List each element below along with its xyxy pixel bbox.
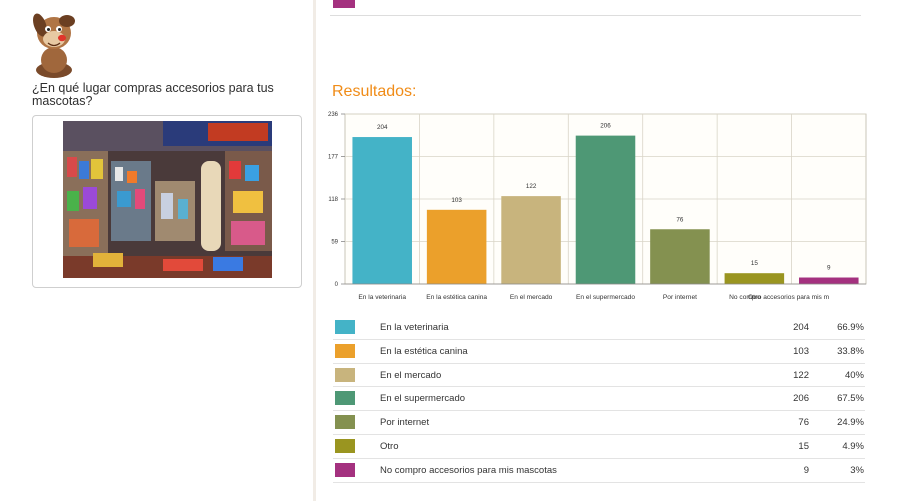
bar-value-label: 9: [827, 265, 831, 272]
bar: [501, 196, 561, 284]
legend-count: 15: [798, 440, 809, 452]
bar-value-label: 204: [377, 124, 388, 131]
legend-label: Por internet: [380, 417, 430, 429]
bar: [724, 273, 785, 284]
legend-percent: 67.5%: [837, 393, 864, 405]
legend-swatch: [335, 391, 355, 406]
legend-row: En el supermercado 206 67.5%: [333, 387, 865, 412]
x-tick-label: En el mercado: [510, 294, 553, 301]
legend-label: En el supermercado: [380, 393, 466, 405]
legend-count: 122: [793, 369, 809, 381]
legend-swatch: [335, 320, 355, 334]
legend-row: En la estética canina 103 33.8%: [333, 340, 865, 364]
legend-swatch: [335, 415, 355, 430]
legend-row: Otro 15 4.9%: [333, 435, 865, 459]
x-tick-label: Por internet: [663, 294, 697, 301]
legend-label: En la veterinaria: [380, 322, 449, 333]
legend-percent: 40%: [844, 369, 864, 381]
legend-label: Otro: [380, 440, 399, 452]
bar-value-label: 206: [600, 123, 611, 130]
bar: [650, 229, 710, 284]
legend-swatch: [335, 438, 355, 453]
y-tick-label: 236: [328, 112, 339, 118]
bar: [426, 209, 487, 284]
question-text: ¿En qué lugar compras accesorios para tu…: [32, 81, 274, 108]
y-tick-label: 59: [331, 240, 338, 246]
photo-card: [32, 115, 302, 288]
legend-label: En el mercado: [380, 369, 442, 381]
legend-percent: 66.9%: [837, 322, 864, 333]
legend-count: 206: [793, 393, 809, 405]
x-tick-label: En la veterinaria: [358, 294, 406, 301]
bar-chart: 0 59 118 177 236 204 103 122 206 76 15 9 En la veter…: [328, 112, 867, 301]
bar: [799, 277, 859, 284]
x-tick-label: En la estética canina: [426, 294, 487, 301]
y-tick-label: 177: [328, 155, 339, 161]
legend-label: No compro accesorios para mis mascotas: [380, 464, 557, 476]
bar-value-label: 122: [526, 183, 537, 190]
cartoon-dog-icon: [33, 13, 75, 78]
y-tick-label: 118: [328, 197, 338, 203]
y-tick-label: 0: [335, 282, 339, 288]
legend-swatch: [335, 367, 355, 382]
legend-row: Por internet 76 24.9%: [333, 411, 865, 435]
legend-swatch: [335, 343, 355, 358]
legend-count: 9: [803, 464, 809, 476]
bar: [575, 135, 636, 284]
previous-legend-row: [330, 0, 861, 16]
previous-legend-swatch: [333, 0, 355, 8]
results-title: Resultados:: [332, 83, 417, 100]
bar-value-label: 15: [751, 260, 759, 267]
legend-row: En el mercado 122 40%: [333, 364, 865, 388]
legend-percent: 33.8%: [837, 345, 864, 357]
pet-store-photo: [63, 121, 272, 278]
legend-row: En la veterinaria 204 66.9%: [333, 316, 865, 340]
x-tick-label: Otro: [748, 294, 761, 301]
bar-value-label: 103: [451, 197, 462, 204]
bar: [352, 137, 412, 284]
legend-label: En la estética canina: [380, 345, 468, 357]
legend-count: 103: [793, 345, 809, 357]
legend-count: 76: [798, 417, 809, 429]
column-divider: [313, 0, 316, 501]
legend-count: 204: [793, 322, 809, 333]
legend-row: No compro accesorios para mis mascotas 9 3…: [333, 459, 865, 483]
legend-percent: 4.9%: [842, 440, 864, 452]
x-tick-label: No compro accesorios para mis m: [729, 294, 830, 301]
legend-percent: 24.9%: [837, 417, 864, 429]
bar-value-label: 76: [676, 216, 684, 223]
x-tick-label: En el supermercado: [576, 294, 635, 301]
legend-percent: 3%: [850, 464, 864, 476]
results-legend: En la veterinaria 204 66.9% En la estética …: [333, 316, 865, 483]
legend-swatch: [335, 462, 355, 477]
